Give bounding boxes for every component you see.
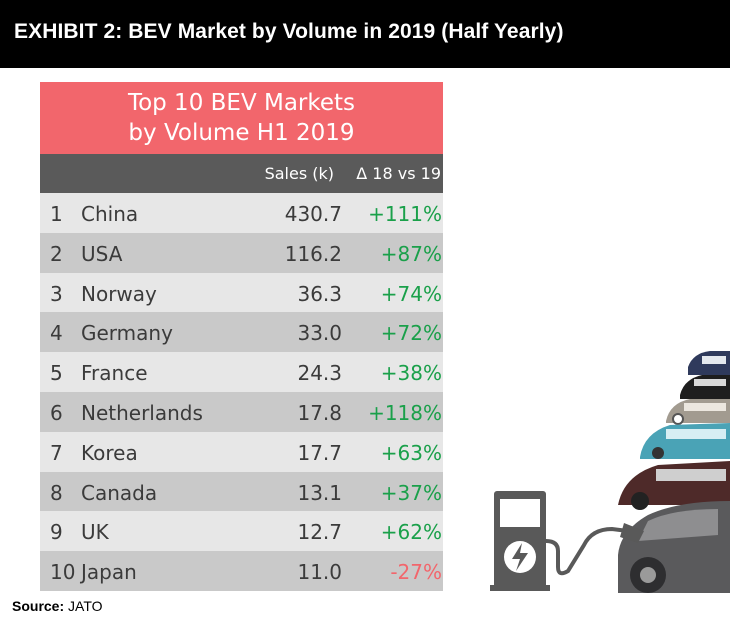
sales-cell: 11.0 [297,560,342,585]
country-cell: France [81,361,148,386]
rank-cell: 1 [50,202,63,226]
table-row: 7 Korea 17.7 +63% [40,431,443,472]
charging-station-icon [490,491,644,591]
table-row: 10 Japan 11.0 -27% [40,551,443,591]
rank-cell: 2 [50,241,63,266]
table-row: 9 UK 12.7 +62% [40,511,443,552]
delta-cell: -27% [390,560,442,585]
country-cell: Korea [81,440,138,465]
delta-cell: +74% [380,281,442,306]
rank-cell: 5 [50,361,63,386]
column-header-delta: Δ 18 vs 19 [356,164,441,183]
country-cell: Germany [81,321,173,346]
exhibit-title: EXHIBIT 2: BEV Market by Volume in 2019 … [14,20,564,43]
rank-cell: 4 [50,321,63,346]
table-row: 8 Canada 13.1 +37% [40,471,443,512]
sales-cell: 430.7 [284,202,342,226]
lightning-bolt-icon [512,543,528,571]
table-title-line-1: Top 10 BEV Markets [127,90,356,116]
sales-cell: 36.3 [297,281,342,306]
sales-cell: 17.8 [297,400,342,425]
delta-cell: +87% [380,241,442,266]
header-bar: EXHIBIT 2: BEV Market by Volume in 2019 … [0,0,730,68]
sales-cell: 12.7 [297,520,342,545]
sales-cell: 24.3 [297,361,342,386]
ev-charging-illustration [490,351,730,593]
rank-cell: 7 [50,440,63,465]
table-row: 5 France 24.3 +38% [40,352,443,392]
source-value: JATO [68,598,103,614]
country-cell: USA [81,241,123,266]
stacked-cars-icon [618,351,730,510]
delta-cell: +63% [380,440,442,465]
country-cell: China [81,202,139,226]
table-column-header: Sales (k) Δ 18 vs 19 [40,154,443,193]
sales-cell: 13.1 [297,480,342,505]
rank-cell: 9 [50,520,63,545]
table-row: 1 China 430.7 +111% [40,193,443,233]
country-cell: Norway [81,281,157,306]
country-cell: Japan [81,560,137,585]
country-cell: Netherlands [81,400,203,425]
delta-cell: +118% [368,400,442,425]
rank-cell: 3 [50,281,63,306]
rank-cell: 6 [50,400,63,425]
delta-cell: +37% [380,480,442,505]
delta-cell: +111% [368,202,442,226]
table-row: 6 Netherlands 17.8 +118% [40,391,443,432]
source-note: Source: JATO [12,598,103,614]
delta-cell: +38% [380,361,442,386]
table-row: 4 Germany 33.0 +72% [40,312,443,353]
country-cell: UK [81,520,109,545]
rank-cell: 10 [50,560,76,585]
sales-cell: 116.2 [284,241,342,266]
bev-markets-table: Top 10 BEV Markets by Volume H1 2019 Sal… [40,82,443,591]
table-title: Top 10 BEV Markets by Volume H1 2019 [40,82,443,154]
table-row: 3 Norway 36.3 +74% [40,272,443,313]
sales-cell: 17.7 [297,440,342,465]
table-row: 2 USA 116.2 +87% [40,232,443,273]
column-header-sales: Sales (k) [264,164,334,183]
source-label: Source: [12,598,65,614]
table-title-line-2: by Volume H1 2019 [128,120,355,146]
rank-cell: 8 [50,480,63,505]
sales-cell: 33.0 [297,321,342,346]
delta-cell: +72% [380,321,442,346]
delta-cell: +62% [380,520,442,545]
country-cell: Canada [81,480,158,505]
table-body: 1 China 430.7 +111% 2 USA 116.2 +87% 3 Norway 36.3… [40,193,443,591]
front-car-icon [618,501,730,593]
